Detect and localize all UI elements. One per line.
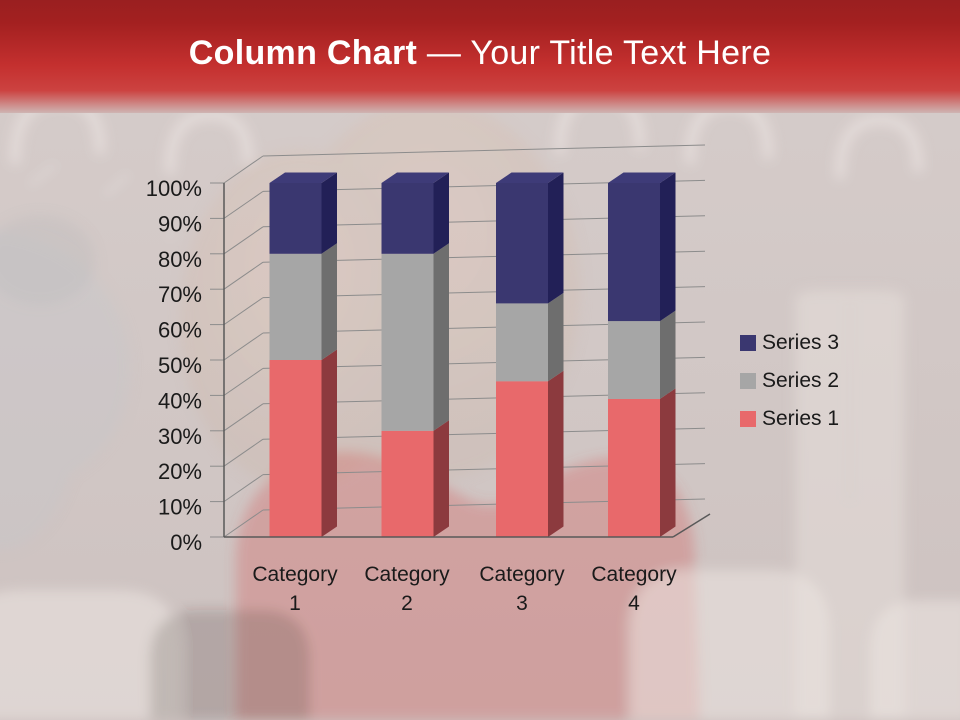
svg-text:60%: 60% bbox=[158, 318, 202, 343]
svg-text:1: 1 bbox=[289, 592, 301, 615]
svg-text:Category: Category bbox=[252, 563, 338, 586]
svg-text:2: 2 bbox=[401, 592, 413, 615]
svg-text:Series 1: Series 1 bbox=[762, 407, 839, 430]
svg-text:90%: 90% bbox=[158, 211, 202, 236]
svg-text:Category: Category bbox=[479, 563, 565, 586]
svg-text:4: 4 bbox=[628, 592, 640, 615]
svg-text:Series 3: Series 3 bbox=[762, 331, 839, 354]
svg-text:50%: 50% bbox=[158, 353, 202, 378]
svg-text:70%: 70% bbox=[158, 282, 202, 307]
svg-text:Category: Category bbox=[591, 563, 677, 586]
svg-text:Series 2: Series 2 bbox=[762, 369, 839, 392]
svg-text:0%: 0% bbox=[170, 530, 202, 555]
svg-text:3: 3 bbox=[516, 592, 528, 615]
svg-text:40%: 40% bbox=[158, 388, 202, 413]
svg-text:30%: 30% bbox=[158, 424, 202, 449]
svg-text:100%: 100% bbox=[146, 176, 202, 201]
svg-text:10%: 10% bbox=[158, 495, 202, 520]
svg-text:20%: 20% bbox=[158, 459, 202, 484]
svg-text:80%: 80% bbox=[158, 247, 202, 272]
svg-text:Category: Category bbox=[364, 563, 450, 586]
